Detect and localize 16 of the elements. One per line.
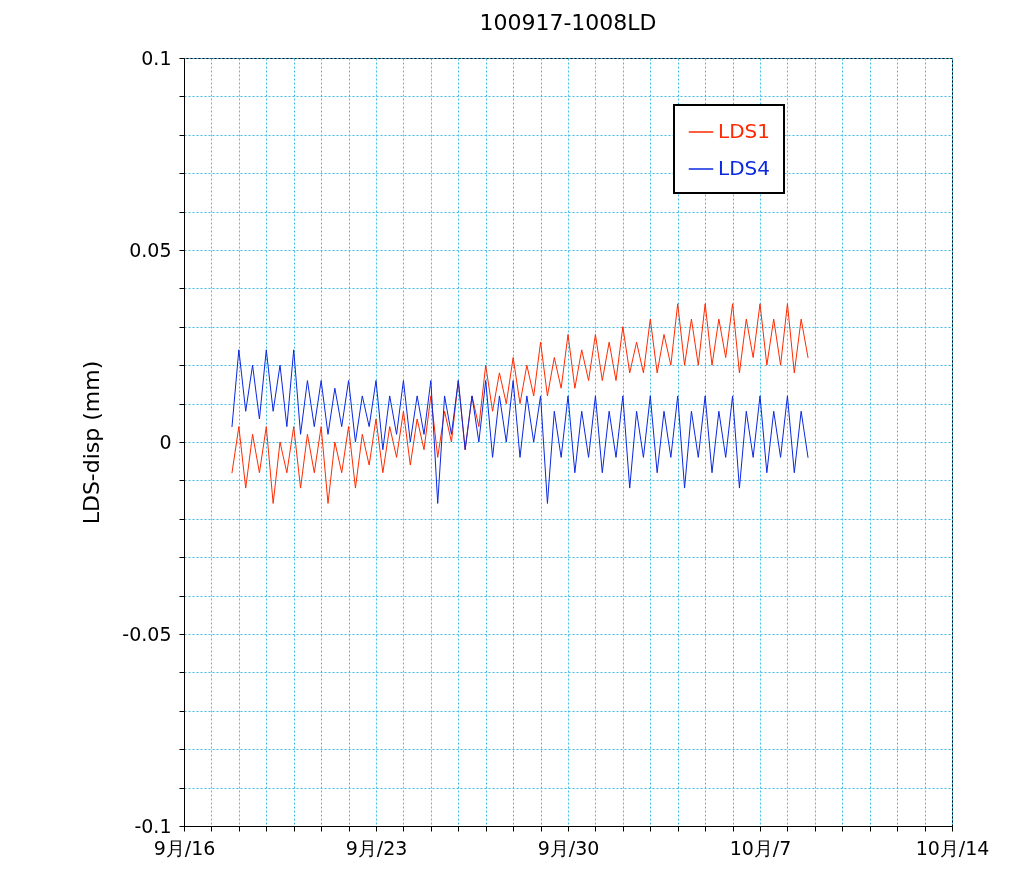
legend-label: LDS4 — [718, 156, 770, 180]
x-tick-label: 9月/16 — [153, 836, 216, 859]
y-axis-title: LDS-disp (mm) — [79, 360, 105, 525]
y-tick-label: 0.05 — [129, 238, 172, 261]
legend-label: LDS1 — [718, 119, 770, 143]
x-tick-label: 10月/14 — [915, 836, 990, 859]
x-tick-label: 9月/23 — [345, 836, 408, 859]
y-tick-label: 0.1 — [141, 46, 172, 69]
x-tick-label: 9月/30 — [537, 836, 600, 859]
line-series — [231, 303, 809, 504]
chart-title: 100917-1008LD — [479, 10, 657, 35]
line-series — [231, 349, 809, 504]
y-tick-label: 0 — [159, 430, 172, 453]
y-tick-label: -0.05 — [122, 622, 172, 645]
x-tick-label: 10月/7 — [729, 836, 792, 859]
y-tick-label: -0.1 — [134, 814, 172, 837]
